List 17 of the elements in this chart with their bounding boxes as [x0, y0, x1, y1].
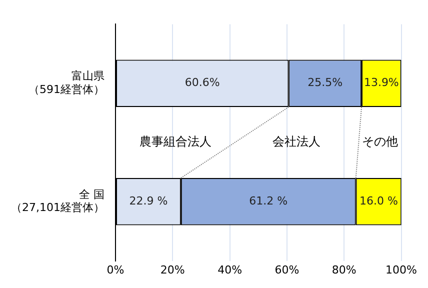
data-label: 25.5%	[308, 76, 343, 90]
data-label: 16.0 %	[359, 194, 398, 208]
data-label: 60.6%	[184, 76, 220, 90]
x-tick-label: 100%	[386, 263, 418, 276]
y-tick-label: 富山県（591経営体）	[28, 70, 104, 96]
text: 会社法人	[272, 134, 321, 149]
y-tick-label: 全 国（27,101経営体）	[10, 188, 104, 214]
text: その他	[362, 134, 398, 149]
x-tick-label: 0%	[106, 263, 124, 276]
x-tick-label: 40%	[218, 263, 242, 276]
data-label: 13.9%	[364, 76, 399, 90]
x-tick-label: 20%	[160, 263, 185, 276]
x-tick-label: 80%	[332, 263, 356, 276]
x-tick-label: 60%	[274, 263, 300, 276]
text: 農事組合法人	[139, 134, 212, 149]
data-label: 61.2 %	[249, 194, 288, 208]
data-label: 22.9 %	[129, 194, 168, 208]
